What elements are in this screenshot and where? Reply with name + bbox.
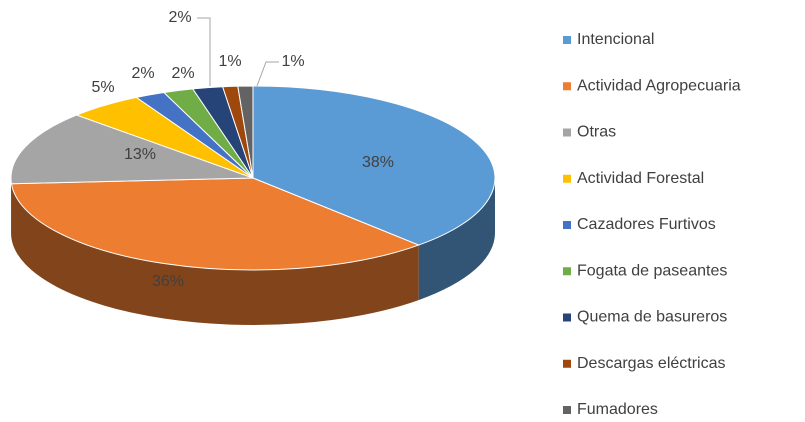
- data-label: 1%: [281, 53, 304, 70]
- legend-swatch: [563, 82, 571, 91]
- legend-label: Fumadores: [577, 401, 658, 418]
- legend-swatch: [563, 359, 571, 368]
- pie-slice: [10, 114, 254, 185]
- legend-label: Cazadores Furtivos: [577, 216, 716, 233]
- legend-label: Quema de basureros: [577, 309, 727, 326]
- data-label: 5%: [91, 79, 114, 96]
- legend-swatch: [563, 406, 571, 414]
- legend-swatch: [563, 174, 571, 183]
- legend-label: Otras: [577, 124, 616, 141]
- legend-swatch: [563, 128, 571, 137]
- leader-line: [197, 17, 211, 86]
- data-label: 36%: [152, 273, 184, 290]
- legend-label: Fogata de paseantes: [577, 262, 727, 279]
- data-label: 13%: [124, 146, 156, 163]
- leader-line: [256, 61, 279, 87]
- data-label: 2%: [168, 9, 191, 26]
- data-label: 38%: [362, 154, 394, 171]
- legend-swatch: [563, 313, 571, 322]
- pie-side: [418, 178, 495, 301]
- pie-slice: [252, 85, 496, 246]
- pie-side: [11, 183, 419, 326]
- pie-slice: [10, 177, 421, 271]
- pie-slice: [237, 85, 254, 179]
- data-label: 2%: [171, 65, 194, 82]
- legend-label: Actividad Forestal: [577, 170, 704, 187]
- legend-label: Actividad Agropecuaria: [577, 77, 741, 94]
- legend-label: Intencional: [577, 31, 654, 48]
- legend-swatch: [563, 221, 571, 229]
- legend-label: Descargas eléctricas: [577, 355, 726, 372]
- legend-swatch: [563, 267, 571, 276]
- legend-swatch: [563, 36, 571, 44]
- data-label: 2%: [131, 65, 154, 82]
- data-label: 1%: [218, 53, 241, 70]
